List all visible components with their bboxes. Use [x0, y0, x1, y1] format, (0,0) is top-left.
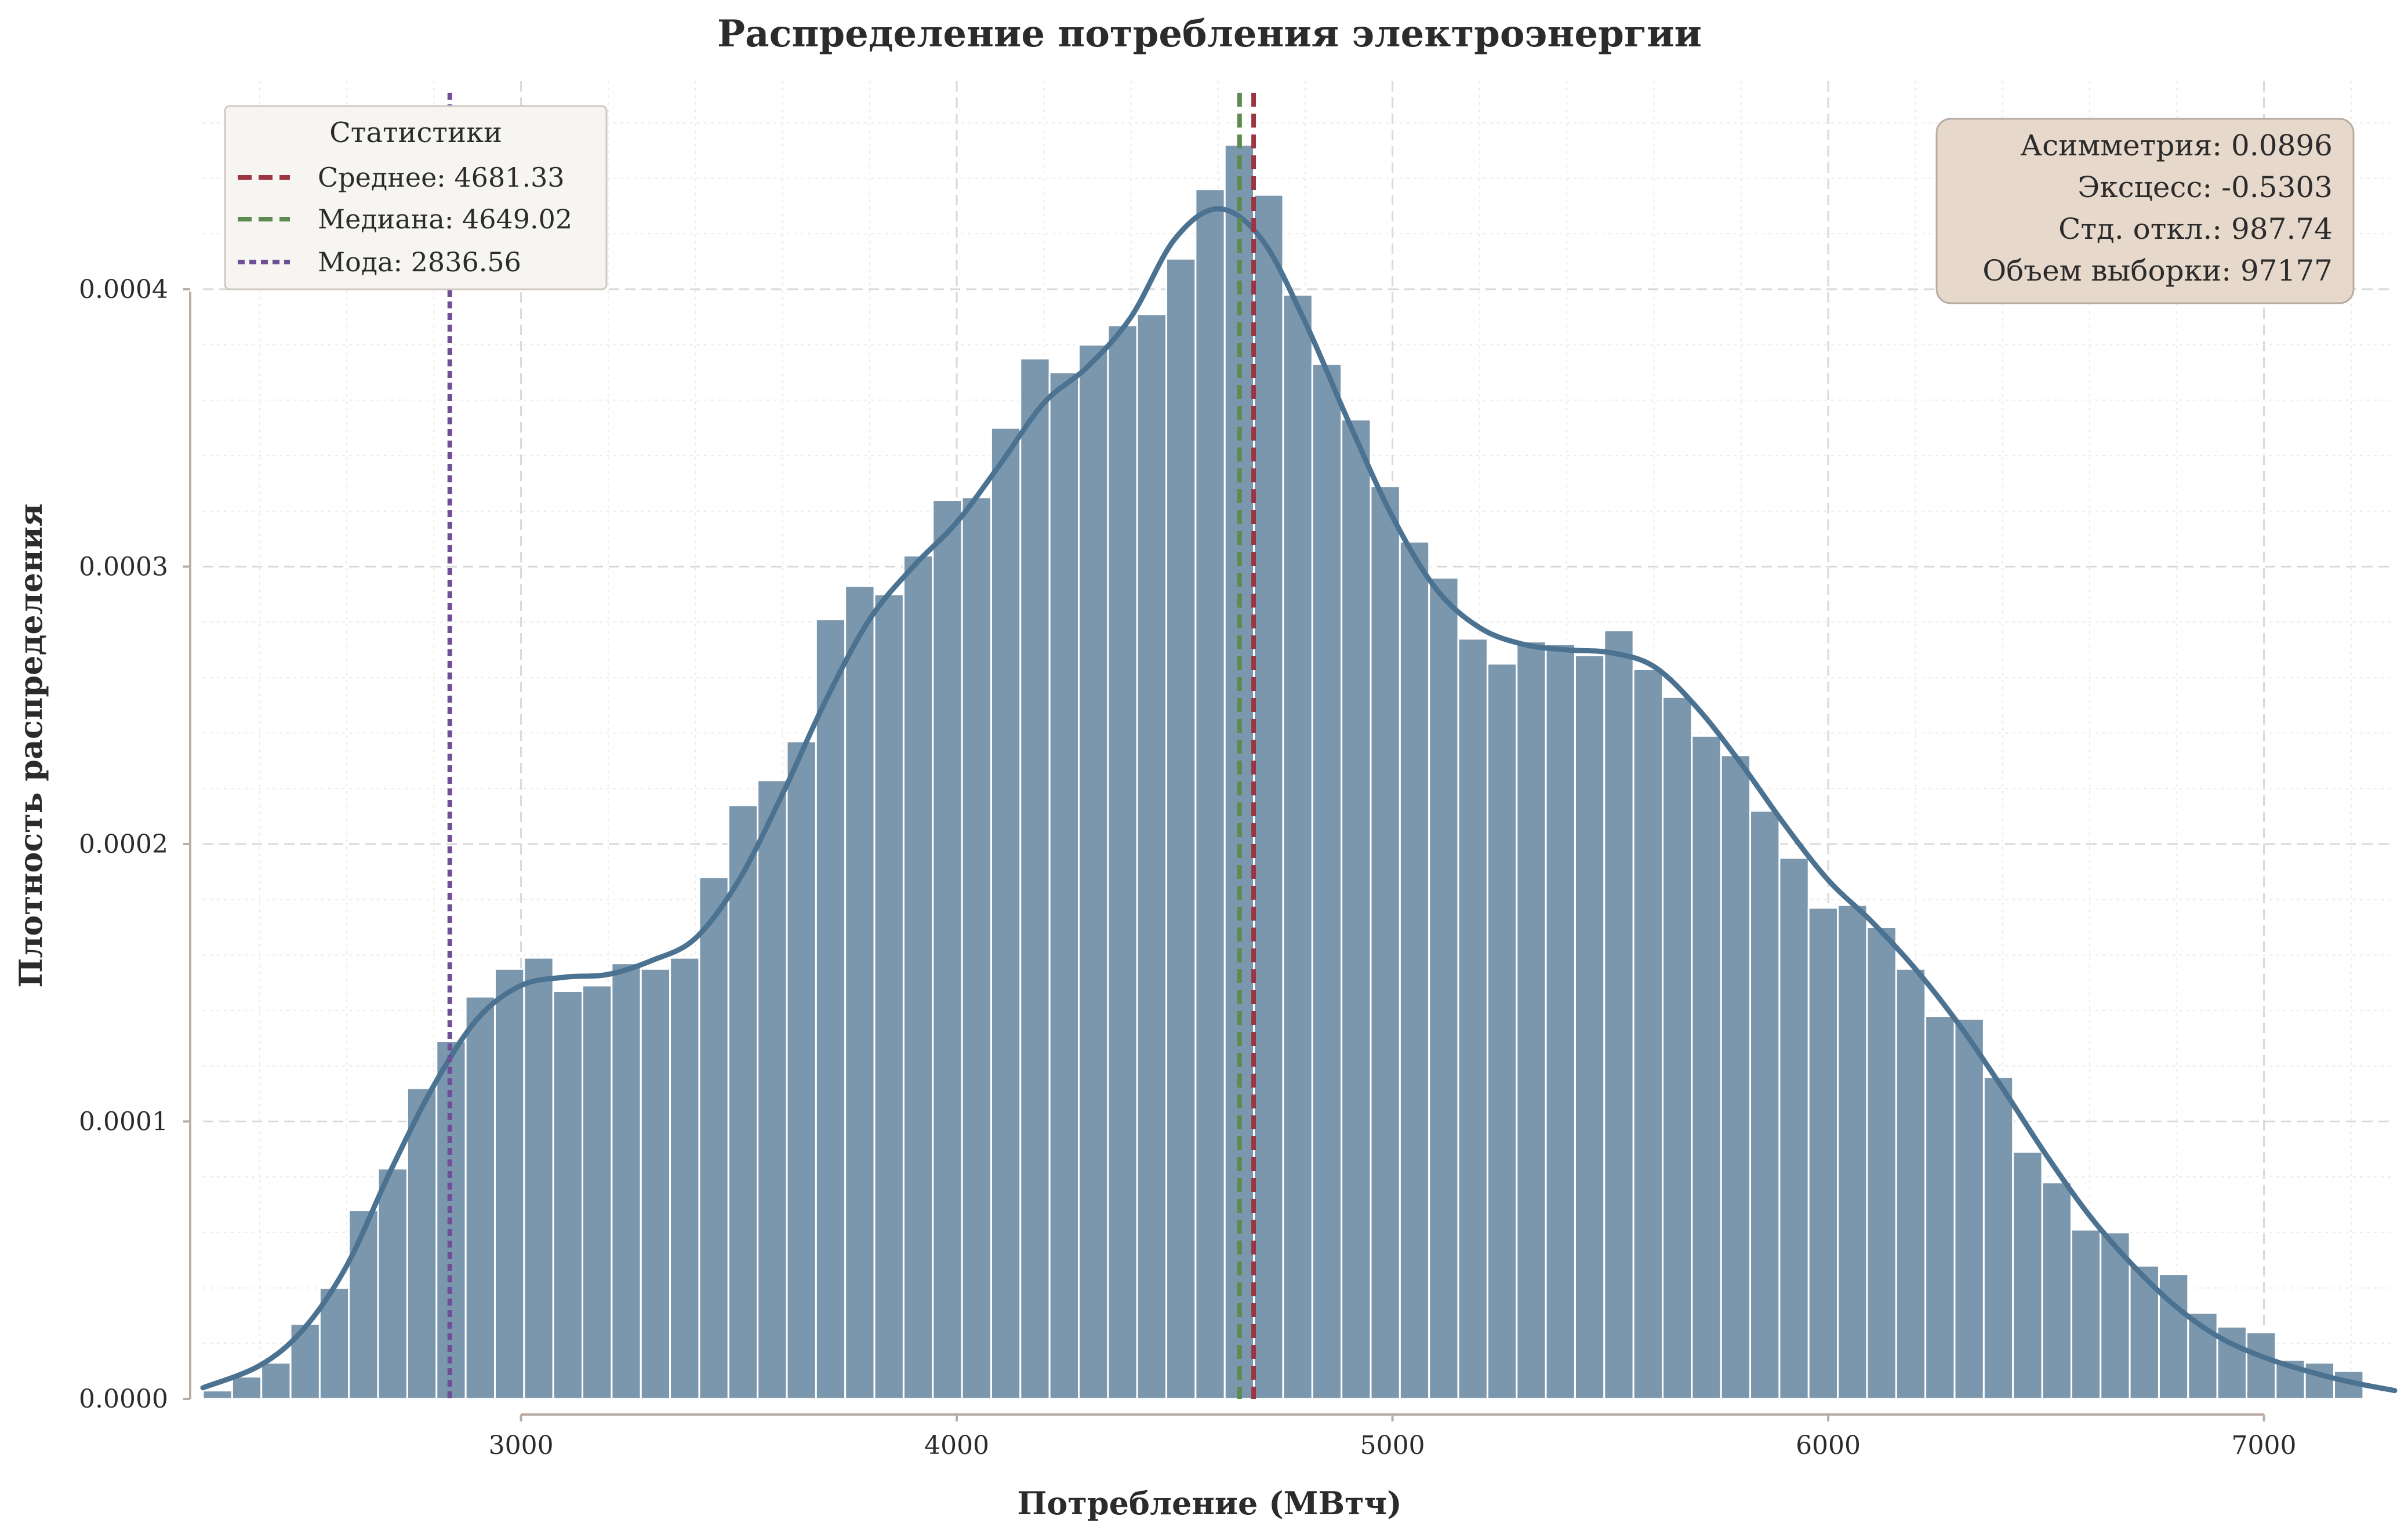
- stat-skewness: Асимметрия: 0.0896: [2020, 129, 2333, 162]
- legend-box: [224, 105, 608, 290]
- histogram-bar: [1486, 663, 1518, 1400]
- histogram-bars: [202, 144, 2365, 1400]
- x-axis-ticks: 3000 4000 5000 6000 7000: [489, 1415, 2297, 1460]
- histogram-bar: [961, 496, 992, 1400]
- histogram-bar: [202, 1390, 233, 1400]
- legend: Статистики Среднее: 4681.33 Медиана: 464…: [224, 105, 608, 290]
- stats-box-bg: [1935, 118, 2355, 304]
- histogram-bar: [1982, 1076, 2014, 1400]
- histogram-bar: [1457, 638, 1488, 1400]
- y-tick-label: 0.0000: [79, 1384, 168, 1414]
- histogram-bar: [231, 1376, 263, 1400]
- histogram-bar: [640, 968, 671, 1400]
- histogram-bar: [786, 740, 817, 1400]
- histogram-bar: [1837, 904, 1868, 1400]
- histogram-bar: [493, 968, 525, 1400]
- chart-title: Распределение потребления электроэнергии: [717, 12, 1702, 56]
- histogram-bar: [406, 1087, 438, 1400]
- histogram-bar: [902, 554, 934, 1400]
- histogram-bar: [1077, 344, 1109, 1400]
- histogram-bar: [1895, 968, 1927, 1400]
- histogram-bar: [582, 984, 613, 1400]
- histogram-bar: [2245, 1331, 2277, 1400]
- histogram-bar: [260, 1362, 292, 1400]
- histogram-bar: [1194, 188, 1226, 1400]
- x-tick-label: 7000: [2232, 1431, 2297, 1460]
- x-tick-label: 4000: [924, 1431, 989, 1460]
- histogram-bar: [815, 618, 847, 1400]
- histogram-bar: [2041, 1181, 2072, 1400]
- histogram-bar: [2304, 1362, 2336, 1400]
- histogram-bar: [990, 427, 1022, 1400]
- legend-mean-label: Среднее: 4681.33: [318, 162, 565, 193]
- histogram-bar: [932, 499, 963, 1400]
- histogram-bar: [1632, 668, 1664, 1400]
- histogram-bar: [1691, 735, 1722, 1400]
- stat-std: Стд. откл.: 987.74: [2058, 212, 2333, 246]
- stat-kurtosis: Эксцесс: -0.5303: [2078, 170, 2333, 204]
- legend-title: Статистики: [329, 117, 502, 149]
- histogram-bar: [669, 957, 700, 1400]
- histogram-bar: [1603, 629, 1635, 1400]
- legend-median-label: Медиана: 4649.02: [318, 203, 572, 235]
- kde-curve: [200, 206, 2398, 1394]
- histogram-bar: [2070, 1228, 2102, 1400]
- histogram-bar: [1165, 257, 1197, 1400]
- histogram-bar: [1341, 419, 1372, 1400]
- histogram-bar: [1048, 371, 1080, 1400]
- stat-sample-size: Объем выборки: 97177: [1982, 254, 2333, 288]
- x-axis-label: Потребление (МВтч): [1017, 1485, 1401, 1522]
- y-axis-ticks: 0.0000 0.0001 0.0002 0.0003 0.0004: [79, 275, 190, 1414]
- histogram-bar: [611, 962, 642, 1400]
- histogram-bar: [1574, 655, 1606, 1400]
- histogram-bar: [1516, 641, 1547, 1400]
- histogram-bar: [1282, 293, 1313, 1400]
- histogram-bar: [289, 1323, 321, 1400]
- histogram-bar: [1253, 194, 1284, 1400]
- histogram-bar: [844, 585, 876, 1400]
- histogram-bar: [1807, 907, 1839, 1400]
- histogram-bar: [1924, 1015, 1956, 1400]
- y-tick-label: 0.0003: [79, 552, 168, 581]
- histogram-bar: [552, 990, 584, 1400]
- histogram-bar: [1370, 485, 1401, 1400]
- y-tick-label: 0.0002: [79, 830, 168, 859]
- legend-mode-label: Мода: 2836.56: [318, 246, 521, 278]
- histogram-bar: [1749, 810, 1781, 1400]
- histogram-bar: [377, 1168, 408, 1400]
- histogram-bar: [1866, 926, 1897, 1400]
- histogram-bar: [1953, 1017, 1985, 1400]
- histogram-bar: [523, 957, 554, 1400]
- histogram-bar: [1019, 358, 1051, 1400]
- x-tick-label: 3000: [489, 1431, 554, 1460]
- statistic-lines: [447, 93, 1256, 1399]
- y-axis-label: Плотность распределения: [12, 503, 49, 987]
- x-tick-label: 5000: [1360, 1431, 1425, 1460]
- x-tick-label: 6000: [1796, 1431, 1861, 1460]
- histogram-bar: [348, 1209, 379, 1400]
- histogram-bar: [1545, 643, 1576, 1400]
- histogram-bar: [1107, 324, 1138, 1400]
- y-tick-label: 0.0001: [79, 1107, 168, 1136]
- histogram-bar: [1399, 540, 1430, 1400]
- y-tick-label: 0.0004: [79, 275, 168, 304]
- stats-box: Асимметрия: 0.0896 Эксцесс: -0.5303 Стд.…: [1935, 118, 2355, 304]
- histogram-bar: [1720, 754, 1752, 1400]
- histogram-bar: [873, 593, 905, 1400]
- histogram-bar: [1428, 577, 1459, 1400]
- histogram-bar: [698, 876, 729, 1400]
- histogram-bar: [1311, 363, 1343, 1400]
- histogram-bar: [1661, 696, 1693, 1400]
- histogram-bar: [1136, 313, 1168, 1400]
- histogram-bar: [1778, 857, 1810, 1400]
- histogram-bar: [464, 995, 496, 1400]
- histogram-bar: [757, 779, 788, 1400]
- histogram-bar: [2012, 1151, 2043, 1400]
